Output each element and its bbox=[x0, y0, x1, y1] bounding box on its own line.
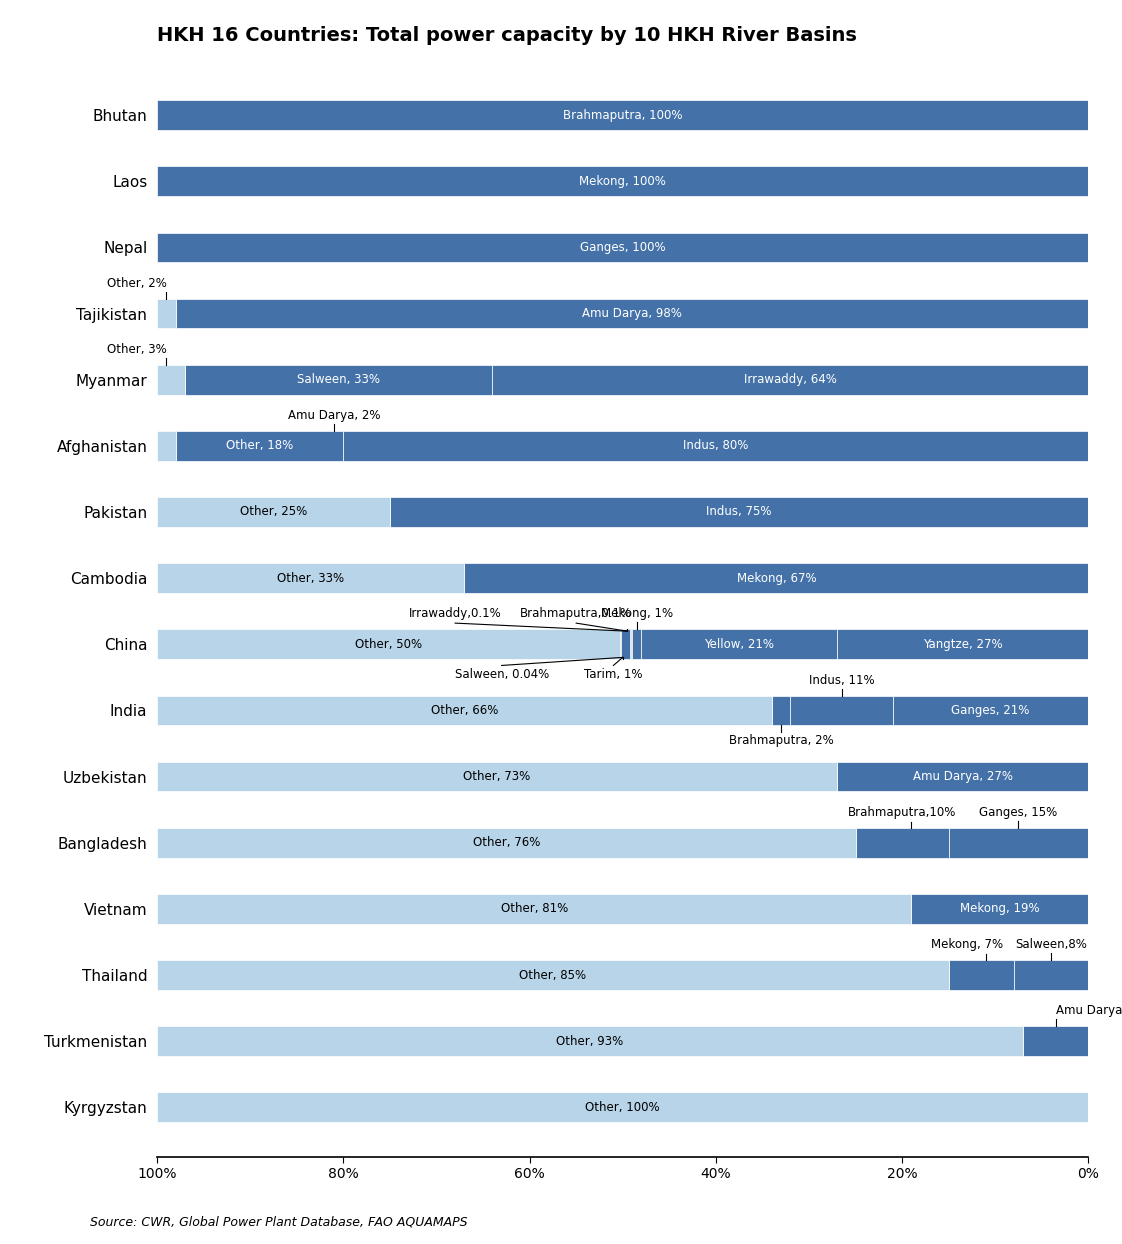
Bar bbox=[157, 1026, 1023, 1056]
Text: Other, 93%: Other, 93% bbox=[557, 1035, 624, 1047]
Bar bbox=[642, 629, 837, 659]
Text: Other, 85%: Other, 85% bbox=[519, 969, 587, 982]
Text: Other, 3%: Other, 3% bbox=[107, 343, 166, 356]
Text: Other, 2%: Other, 2% bbox=[107, 276, 166, 290]
Bar bbox=[157, 430, 176, 460]
Text: Brahmaputra,10%: Brahmaputra,10% bbox=[848, 806, 956, 819]
Text: Other, 66%: Other, 66% bbox=[431, 704, 498, 717]
Text: Brahmaputra, 2%: Brahmaputra, 2% bbox=[728, 734, 834, 748]
Bar bbox=[948, 960, 1014, 990]
Text: Irrawaddy, 64%: Irrawaddy, 64% bbox=[744, 373, 837, 386]
Text: Other, 100%: Other, 100% bbox=[586, 1101, 660, 1113]
Text: Other, 18%: Other, 18% bbox=[226, 439, 293, 453]
Text: Mekong, 7%: Mekong, 7% bbox=[931, 938, 1003, 952]
Text: Other, 81%: Other, 81% bbox=[500, 902, 568, 916]
Bar bbox=[157, 695, 772, 725]
Text: Other, 25%: Other, 25% bbox=[240, 505, 307, 519]
Bar bbox=[893, 695, 1088, 725]
Bar bbox=[185, 364, 493, 394]
Text: Mekong, 1%: Mekong, 1% bbox=[600, 607, 673, 621]
Bar bbox=[157, 629, 620, 659]
Bar bbox=[620, 629, 631, 659]
Bar bbox=[493, 364, 1088, 394]
Bar bbox=[176, 430, 343, 460]
Text: Ganges, 15%: Ganges, 15% bbox=[980, 806, 1058, 819]
Bar bbox=[1014, 960, 1088, 990]
Text: Brahmaputra, 100%: Brahmaputra, 100% bbox=[563, 108, 682, 122]
Text: Indus, 75%: Indus, 75% bbox=[707, 505, 772, 519]
Bar bbox=[157, 167, 1088, 197]
Bar bbox=[632, 629, 642, 659]
Bar bbox=[343, 430, 1088, 460]
Bar bbox=[1023, 1026, 1088, 1056]
Text: Mekong, 100%: Mekong, 100% bbox=[579, 174, 666, 188]
Text: Brahmaputra,0.1%: Brahmaputra,0.1% bbox=[521, 607, 632, 621]
Text: Amu Darya, 7%: Amu Darya, 7% bbox=[1056, 1004, 1122, 1018]
Text: Mekong, 19%: Mekong, 19% bbox=[960, 902, 1040, 916]
Bar bbox=[157, 1092, 1088, 1122]
Bar bbox=[157, 827, 855, 857]
Bar bbox=[837, 761, 1088, 791]
Bar bbox=[157, 761, 837, 791]
Bar bbox=[176, 299, 1088, 328]
Bar bbox=[157, 894, 911, 924]
Bar bbox=[790, 695, 893, 725]
Text: Salween, 33%: Salween, 33% bbox=[297, 373, 380, 386]
Bar bbox=[157, 564, 465, 593]
Text: Ganges, 21%: Ganges, 21% bbox=[951, 704, 1030, 717]
Text: HKH 16 Countries: Total power capacity by 10 HKH River Basins: HKH 16 Countries: Total power capacity b… bbox=[157, 26, 857, 45]
Bar bbox=[157, 364, 185, 394]
Text: Indus, 11%: Indus, 11% bbox=[809, 673, 874, 687]
Text: Tarim, 1%: Tarim, 1% bbox=[585, 668, 643, 682]
Bar bbox=[837, 629, 1088, 659]
Text: Salween,8%: Salween,8% bbox=[1015, 938, 1087, 952]
Text: Ganges, 100%: Ganges, 100% bbox=[580, 241, 665, 254]
Bar bbox=[157, 101, 1088, 131]
Text: Other, 76%: Other, 76% bbox=[472, 836, 540, 850]
Text: Source: CWR, Global Power Plant Database, FAO AQUAMAPS: Source: CWR, Global Power Plant Database… bbox=[90, 1215, 467, 1228]
Text: Other, 50%: Other, 50% bbox=[356, 638, 422, 651]
Bar bbox=[157, 498, 390, 527]
Text: Amu Darya, 98%: Amu Darya, 98% bbox=[582, 307, 682, 320]
Bar bbox=[948, 827, 1088, 857]
Text: Indus, 80%: Indus, 80% bbox=[683, 439, 748, 453]
Text: Yangtze, 27%: Yangtze, 27% bbox=[922, 638, 1002, 651]
Bar bbox=[911, 894, 1088, 924]
Bar bbox=[855, 827, 948, 857]
Text: Amu Darya, 2%: Amu Darya, 2% bbox=[287, 409, 380, 422]
Bar bbox=[157, 960, 948, 990]
Text: Irrawaddy,0.1%: Irrawaddy,0.1% bbox=[408, 607, 502, 621]
Text: Yellow, 21%: Yellow, 21% bbox=[705, 638, 774, 651]
Text: Salween, 0.04%: Salween, 0.04% bbox=[454, 668, 549, 682]
Text: Other, 73%: Other, 73% bbox=[463, 770, 531, 782]
Bar bbox=[772, 695, 790, 725]
Text: Amu Darya, 27%: Amu Darya, 27% bbox=[912, 770, 1013, 782]
Bar bbox=[465, 564, 1088, 593]
Text: Mekong, 67%: Mekong, 67% bbox=[736, 572, 816, 585]
Bar bbox=[157, 233, 1088, 262]
Text: Other, 33%: Other, 33% bbox=[277, 572, 344, 585]
Bar bbox=[157, 299, 176, 328]
Bar bbox=[390, 498, 1088, 527]
